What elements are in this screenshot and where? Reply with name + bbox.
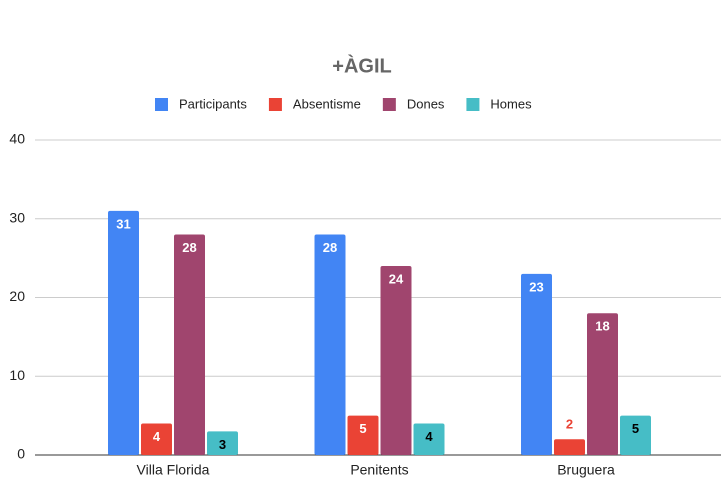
legend-label: Dones <box>407 96 445 111</box>
bar <box>587 313 618 455</box>
data-label: 4 <box>425 429 433 444</box>
legend-label: Participants <box>179 96 247 111</box>
y-tick-label: 40 <box>9 131 25 147</box>
bar <box>314 234 346 455</box>
legend-label: Absentisme <box>293 96 361 111</box>
bar <box>207 431 238 455</box>
data-label: 4 <box>153 429 161 444</box>
data-label: 28 <box>323 240 337 255</box>
data-label: 28 <box>182 240 196 255</box>
bar <box>174 234 205 455</box>
y-tick-label: 0 <box>17 446 25 462</box>
chart-title: +ÀGIL <box>332 54 391 77</box>
data-label: 2 <box>566 417 573 432</box>
x-tick-label: Penitents <box>350 462 408 478</box>
legend-label: Homes <box>490 96 532 111</box>
y-tick-label: 10 <box>9 367 25 383</box>
y-tick-label: 30 <box>9 209 25 225</box>
legend-swatch <box>466 98 480 111</box>
data-label: 5 <box>632 421 639 436</box>
y-tick-label: 20 <box>9 288 25 304</box>
data-label: 18 <box>595 319 609 334</box>
legend-swatch <box>268 98 282 111</box>
bar <box>108 210 139 455</box>
data-label: 31 <box>116 216 130 231</box>
bar <box>620 415 651 455</box>
bar <box>413 423 445 455</box>
bar <box>380 266 412 455</box>
legend-swatch <box>382 98 396 111</box>
bar <box>141 423 172 455</box>
data-label: 5 <box>359 421 366 436</box>
x-tick-label: Bruguera <box>557 462 615 478</box>
bar <box>521 273 552 455</box>
data-label: 23 <box>529 279 543 294</box>
data-label: 24 <box>389 271 404 286</box>
bar <box>554 439 585 455</box>
data-label: 3 <box>219 437 226 452</box>
x-tick-label: Villa Florida <box>137 462 210 478</box>
bar <box>347 415 379 455</box>
legend-swatch <box>155 98 168 111</box>
